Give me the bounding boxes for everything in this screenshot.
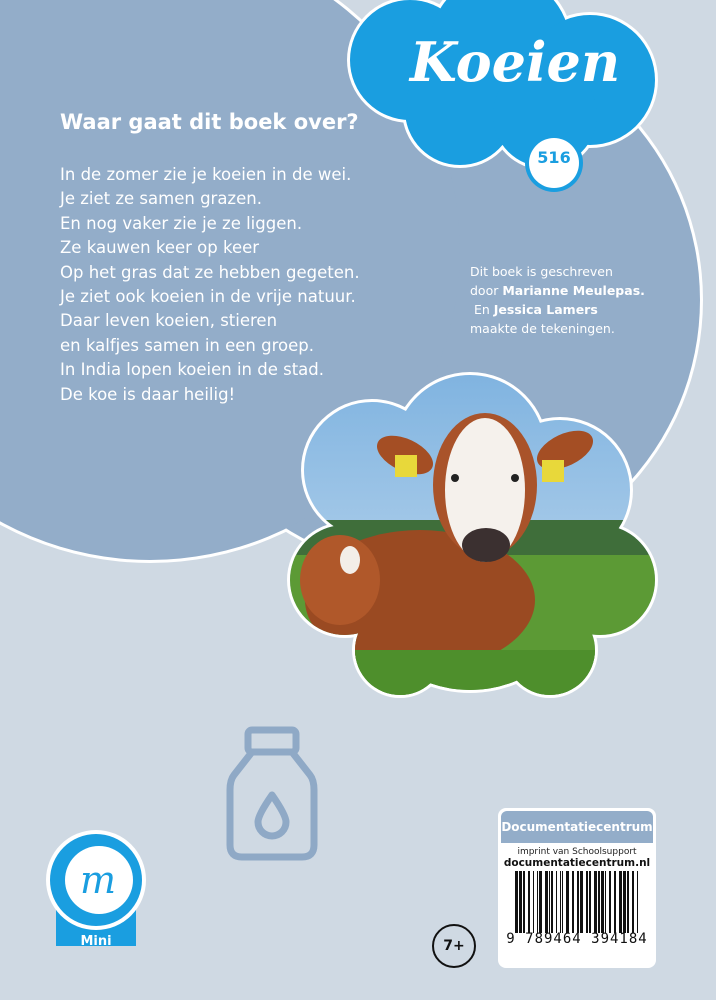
barcode-bar [566, 871, 569, 933]
blurb-line: Je ziet ze samen grazen. [60, 189, 262, 209]
series-number: 516 [537, 148, 571, 167]
svg-text:m: m [80, 858, 116, 902]
barcode-bar [637, 871, 638, 933]
blurb-line: Op het gras dat ze hebben gegeten. [60, 262, 360, 282]
credits: Dit boek is geschreven door Marianne Meu… [470, 262, 645, 338]
barcode-bar [601, 871, 604, 933]
author-name: Marianne Meulepas. [502, 283, 645, 298]
blurb-heading: Waar gaat dit boek over? [60, 110, 359, 134]
barcode-bar [551, 871, 553, 933]
milk-bottle-icon [226, 726, 318, 861]
blurb-line: Je ziet ook koeien in de vrije natuur. [60, 287, 356, 307]
barcode-bar [627, 871, 629, 933]
barcode-bar [528, 871, 530, 933]
isbn-number: 9 789464 394184 [506, 931, 648, 947]
blurb-text: In de zomer zie je koeien in de wei. Je … [60, 163, 360, 407]
barcode-bar [605, 871, 606, 933]
credits-text: En [470, 302, 494, 317]
book-title: Koeien [409, 30, 621, 94]
barcode-bar [549, 871, 550, 933]
barcode-bar [623, 871, 626, 933]
credits-line: Dit boek is geschreven [470, 264, 613, 279]
barcode-bar [580, 871, 583, 933]
barcode-bar [562, 871, 563, 933]
blurb-line: In de zomer zie je koeien in de wei. [60, 165, 352, 184]
barcode-bar [619, 871, 622, 933]
credits-text: door [470, 283, 503, 298]
blurb-line: In India lopen koeien in de stad. [60, 360, 325, 380]
barcode-bar [609, 871, 611, 933]
barcode-bar [537, 871, 538, 933]
blurb-line: en kalfjes samen in een groep. [60, 335, 314, 355]
blurb-line: En nog vaker zie je ze liggen. [60, 213, 303, 233]
barcode-bar [577, 871, 579, 933]
barcode-bar [515, 871, 518, 933]
barcode-bar [572, 871, 574, 933]
mini-series-logo: m [46, 830, 146, 946]
illustrator-name: Jessica Lamers [493, 302, 598, 317]
publisher-website: documentatiecentrum.nl [503, 857, 651, 869]
barcode-bar [523, 871, 525, 933]
imprint-text: imprint van Schoolsupport [517, 847, 637, 857]
publisher-barcode-box: Documentatiecentrum imprint van Schoolsu… [498, 808, 656, 968]
publisher-name: Documentatiecentrum [501, 811, 653, 843]
blurb-line: Daar leven koeien, stieren [60, 311, 278, 331]
barcode-bar [586, 871, 588, 933]
blurb-line: Ze kauwen keer op keer [60, 238, 260, 258]
barcode-bar [533, 871, 534, 933]
age-badge: 7+ [432, 924, 476, 968]
barcode-bar [632, 871, 634, 933]
barcode [515, 871, 638, 933]
barcode-bar [560, 871, 561, 933]
barcode-bar [545, 871, 548, 933]
blurb-line: De koe is daar heilig! [60, 384, 236, 404]
barcode-bar [614, 871, 616, 933]
barcode-bar [519, 871, 522, 933]
barcode-bar [594, 871, 597, 933]
barcode-bar [539, 871, 542, 933]
mini-label: Mini [80, 934, 112, 949]
credits-line: maakte de tekeningen. [470, 321, 615, 336]
barcode-bar [589, 871, 591, 933]
title-cloud [350, 0, 655, 167]
barcode-bar [556, 871, 557, 933]
barcode-bar [598, 871, 600, 933]
